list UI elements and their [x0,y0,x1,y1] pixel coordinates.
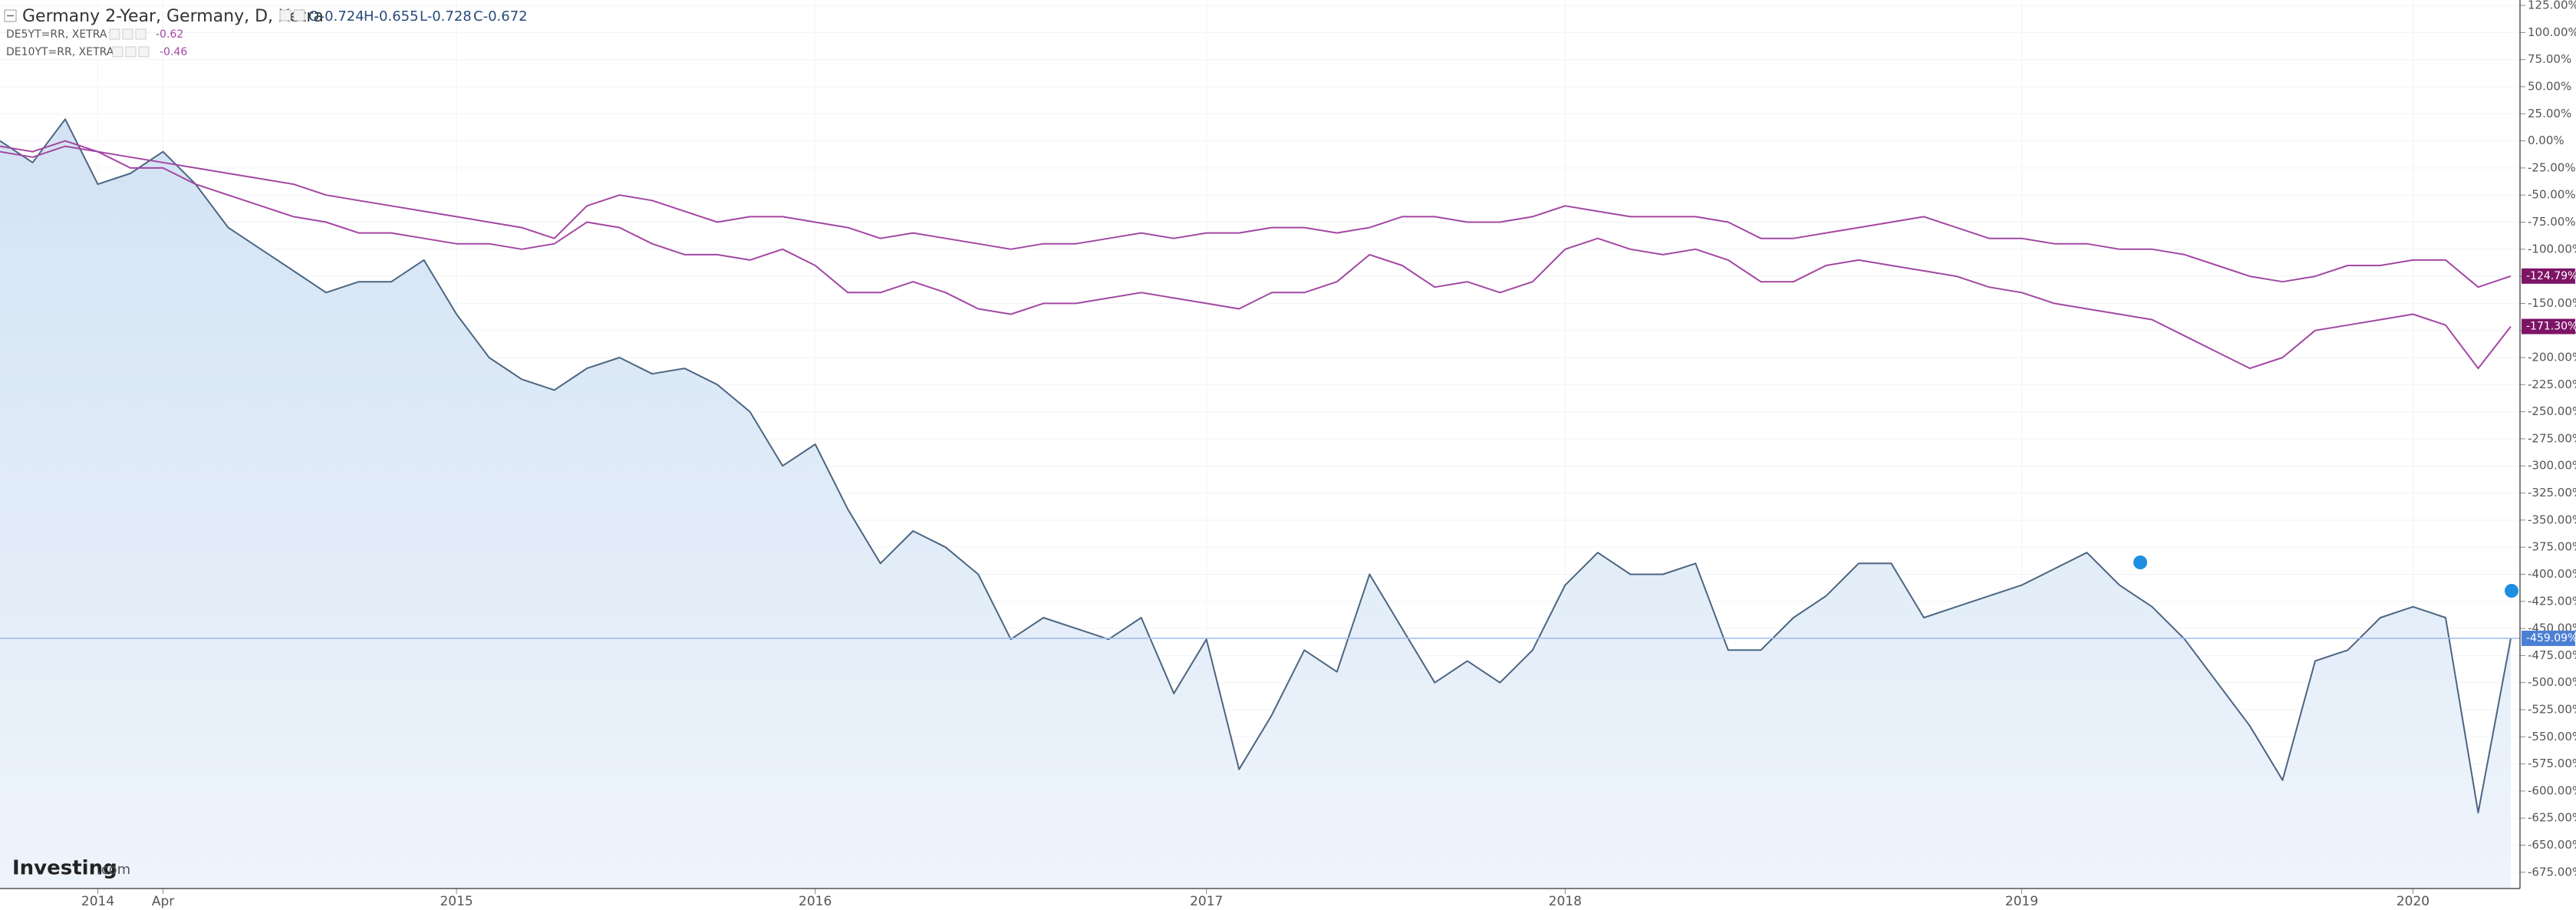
y-tick-label: -325.00% [2528,486,2576,500]
brand-logo: Investing .com [12,857,130,880]
legend: Germany 2-Year, Germany, D, Xetra O-0.72… [4,7,528,58]
legend-series-value: -0.62 [156,28,183,41]
x-tick-label: 2014 [81,894,114,909]
y-tick-label: 0.00% [2528,134,2564,147]
x-tick-label: 2016 [799,894,832,909]
y-tick-label: -300.00% [2528,459,2576,473]
y-tick-label: 50.00% [2528,79,2571,93]
x-tick-label: Apr [152,894,174,909]
y-tick-label: 100.00% [2528,25,2576,39]
last-value-badge [2522,318,2575,335]
y-tick-label: -150.00% [2528,296,2576,310]
series-line [0,118,2512,814]
x-tick-label: 2020 [2396,894,2429,909]
legend-icon[interactable] [135,28,147,40]
legend-icon[interactable] [122,28,133,40]
ohlc-low: L-0.728 [420,8,472,25]
ohlc-close: C-0.672 [473,8,528,25]
y-tick-label: -100.00% [2528,242,2576,256]
plot [0,118,2520,889]
y-tick-label: -525.00% [2528,702,2576,716]
x-tick-label: 2018 [1549,894,1582,909]
ohlc-open: O-0.724 [308,8,364,25]
x-tick-label: 2017 [1190,894,1223,909]
legend-icon[interactable] [125,46,137,58]
y-tick-label: -425.00% [2528,594,2576,608]
y-tick-label: 125.00% [2528,0,2576,12]
series-line [0,145,2512,370]
brand-name: Investing [12,857,117,880]
y-tick-label: -500.00% [2528,675,2576,689]
y-tick-label: 75.00% [2528,52,2571,66]
y-tick-label: -75.00% [2528,215,2576,229]
y-tick-label: -375.00% [2528,540,2576,554]
y-tick-label: -275.00% [2528,431,2576,445]
y-tick-label: -550.00% [2528,730,2576,743]
y-tick-label: -650.00% [2528,838,2576,852]
legend-icon[interactable] [112,46,124,58]
last-value-label: -459.09% [2526,632,2576,645]
last-value-label: -171.30% [2526,320,2576,332]
y-tick-label: -400.00% [2528,567,2576,581]
ohlc-high: H-0.655 [364,8,419,25]
y-tick-label: -475.00% [2528,648,2576,662]
last-value-badge [2522,630,2575,646]
brand-suffix: .com [97,862,130,878]
last-value-label: -124.79% [2526,270,2576,282]
legend-series-name: DE10YT=RR, XETRA [6,46,114,58]
area [0,119,2511,889]
y-tick-label: -575.00% [2528,757,2576,770]
event-markers [2133,556,2518,598]
y-tick-label: 25.00% [2528,107,2571,120]
legend-icon[interactable] [109,28,120,40]
y-tick-label: -25.00% [2528,160,2576,174]
close-icon[interactable] [293,9,305,21]
y-tick-label: -200.00% [2528,351,2576,364]
event-marker[interactable] [2505,584,2518,598]
x-tick-label: 2015 [440,894,473,909]
legend-series-value: -0.46 [160,46,187,58]
y-tick-label: -675.00% [2528,865,2576,879]
x-tick-label: 2019 [2005,894,2038,909]
last-value-badge [2522,268,2575,284]
legend-icon[interactable] [138,46,150,58]
y-tick-label: -225.00% [2528,378,2576,391]
event-marker[interactable] [2133,556,2147,569]
main-title: Germany 2-Year, Germany, D, Xetra [22,7,324,26]
y-tick-label: -350.00% [2528,513,2576,526]
y-tick-label: -625.00% [2528,811,2576,825]
y-tick-label: -50.00% [2528,188,2576,202]
y-tick-label: -600.00% [2528,783,2576,797]
series-line [0,140,2512,288]
y-tick-label: -250.00% [2528,404,2576,418]
legend-series-name: DE5YT=RR, XETRA [6,28,107,41]
settings-icon[interactable] [279,9,292,21]
